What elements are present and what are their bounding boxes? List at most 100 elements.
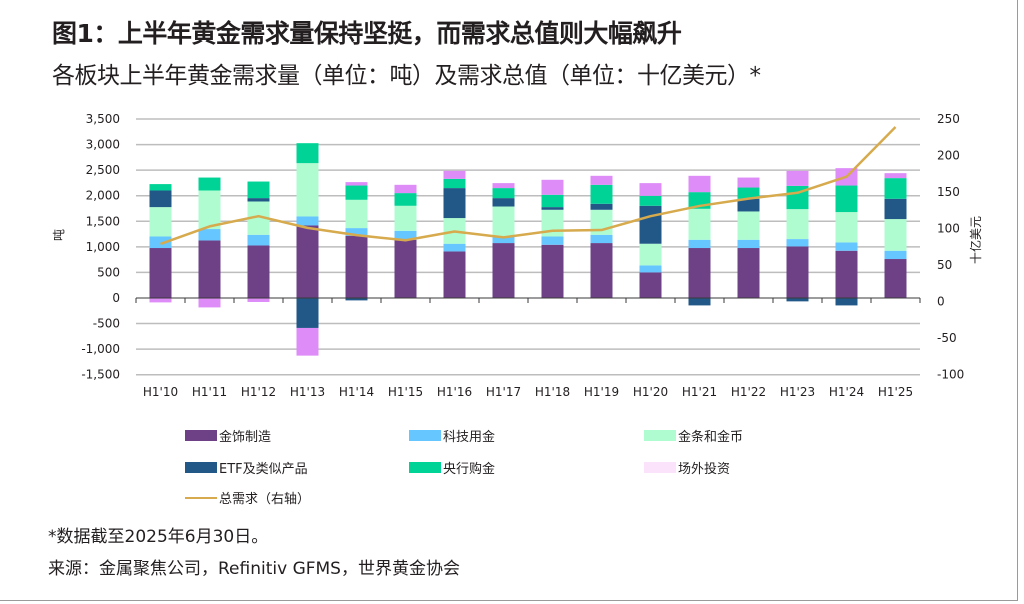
left-y-axis-title: 吨 (52, 229, 66, 241)
bar-stack (443, 170, 466, 298)
bar-segment (737, 248, 760, 298)
bar-segment (737, 187, 760, 199)
y2-tick-label: 250 (937, 112, 960, 126)
legend-swatch (185, 430, 217, 441)
y2-tick-label: -100 (937, 368, 964, 382)
bar-segment (492, 206, 515, 237)
total-demand-line (160, 126, 897, 246)
bar-stack (835, 168, 858, 306)
bar-segment (198, 297, 221, 308)
bar-segment (835, 242, 858, 251)
bar-segment (688, 175, 711, 193)
bar-segment (247, 201, 270, 235)
legend-swatch (644, 462, 676, 473)
bar-segment (296, 143, 319, 164)
legend-item-etf: ETF及类似产品 (185, 458, 308, 477)
bar-segment (884, 219, 907, 251)
y2-tick-label: 50 (937, 258, 952, 272)
bar-stack (394, 184, 417, 298)
legend-item-jewellery: 金饰制造 (185, 426, 271, 445)
bar-segment (590, 234, 613, 244)
legend-swatch (409, 430, 441, 441)
bar-segment (835, 250, 858, 298)
bar-segment (639, 205, 662, 244)
legend-label: 金饰制造 (219, 430, 272, 445)
bar-stack (345, 182, 368, 301)
bar-segment (443, 178, 466, 189)
legend: 金饰制造 科技用金 金条和金币 ETF及类似产品 央行购金 场外投资 总需求（右… (185, 426, 805, 507)
bar-segment (394, 230, 417, 240)
bar-segment (492, 198, 515, 207)
bar-segment (835, 297, 858, 306)
bar-segment (443, 170, 466, 179)
bar-stack (737, 177, 760, 298)
bar-segment (884, 250, 907, 260)
bar-segment (786, 239, 809, 247)
bar-segment (247, 198, 270, 202)
bar-segment (345, 228, 368, 236)
x-tick-label: H1'12 (241, 385, 276, 399)
bar-segment (737, 211, 760, 240)
bar-segment (443, 188, 466, 219)
bar-segment (345, 199, 368, 229)
bars (149, 143, 907, 356)
bar-segment (541, 194, 564, 208)
bar-segment (492, 183, 515, 189)
y-tick-label: 2,000 (86, 189, 120, 203)
chart-svg: 3,5003,0002,5002,0001,5001,0005000-500-1… (52, 112, 983, 399)
legend-swatch (644, 430, 676, 441)
bar-segment (590, 203, 613, 210)
bar-segment (394, 205, 417, 231)
bar-segment (149, 184, 172, 191)
bar-segment (541, 207, 564, 210)
bar-segment (345, 297, 368, 301)
bar-segment (198, 177, 221, 191)
y-tick-label: 3,500 (86, 112, 120, 126)
bar-segment (688, 297, 711, 306)
bar-segment (786, 246, 809, 298)
y-tick-label: -1,000 (81, 342, 120, 356)
bar-stack (296, 143, 319, 356)
bar-segment (737, 239, 760, 249)
bar-segment (443, 243, 466, 252)
bar-segment (492, 236, 515, 244)
bar-stack (884, 173, 907, 298)
x-tick-label: H1'25 (878, 385, 913, 399)
bar-segment (639, 243, 662, 266)
bar-segment (590, 175, 613, 185)
bar-segment (884, 178, 907, 199)
source-note: 来源：金属聚焦公司，Refinitiv GFMS，世界黄金协会 (48, 559, 460, 579)
x-tick-label: H1'10 (143, 385, 178, 399)
chart-title: 图1：上半年黄金需求量保持坚挺，而需求总值则大幅飙升 (52, 19, 682, 48)
x-tick-label: H1'15 (388, 385, 423, 399)
x-tick-label: H1'11 (192, 385, 227, 399)
bar-segment (149, 297, 172, 303)
bar-segment (149, 248, 172, 298)
bar-segment (590, 243, 613, 298)
bar-segment (737, 177, 760, 188)
x-tick-label: H1'16 (437, 385, 472, 399)
bar-segment (394, 239, 417, 298)
bar-stack (198, 177, 221, 308)
bar-stack (590, 175, 613, 298)
x-tick-labels: H1'10 H1'11 H1'12 H1'13 H1'14 H1'15 H1'16 H1'17… (143, 385, 913, 399)
bar-segment (786, 209, 809, 240)
x-tick-label: H1'22 (731, 385, 766, 399)
bar-segment (884, 198, 907, 220)
legend-item-technology: 科技用金 (409, 426, 495, 445)
bar-segment (835, 212, 858, 243)
y-tick-label: 1,000 (86, 240, 120, 254)
x-tick-label: H1'21 (682, 385, 717, 399)
x-tick-label: H1'14 (339, 385, 374, 399)
bar-segment (149, 190, 172, 208)
bar-segment (247, 245, 270, 298)
legend-label: 总需求（右轴） (219, 492, 311, 507)
bar-segment (198, 240, 221, 298)
bar-segment (884, 173, 907, 179)
bar-segment (737, 198, 760, 212)
bar-segment (345, 182, 368, 186)
y-tick-label: 1,500 (86, 214, 120, 228)
x-tick-label: H1'17 (486, 385, 521, 399)
y-tick-label: -500 (93, 317, 120, 331)
